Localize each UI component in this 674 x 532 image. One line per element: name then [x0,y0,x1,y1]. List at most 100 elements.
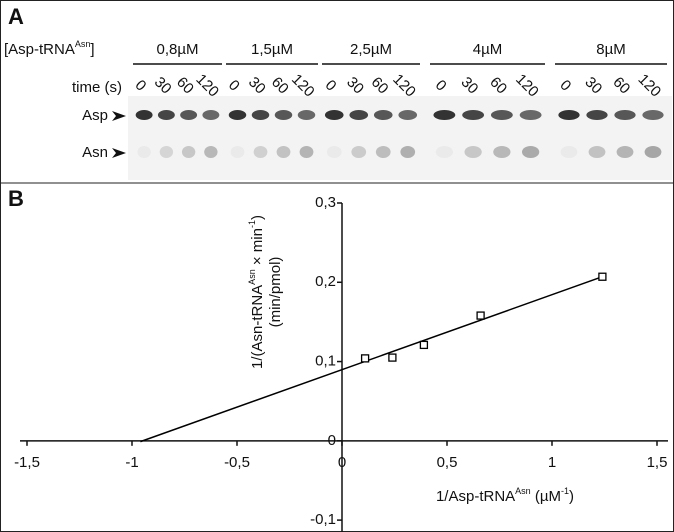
data-point [389,354,396,361]
time-label: 0 [556,77,574,95]
x-tick-label: -0,5 [224,454,250,471]
time-label: 30 [458,74,482,98]
gel-band [400,146,415,158]
gel-band [433,110,455,120]
time-label: 60 [368,74,392,98]
gel-band [136,110,153,120]
gel-band [229,110,246,120]
conc-label-part: Asn [75,39,91,49]
gel-band [520,110,542,120]
x-axis-label-part: Asn [515,486,531,496]
conc-label: 0,8µM [157,41,199,58]
y-tick-label: 0,3 [315,194,336,211]
fit-line [140,276,604,442]
x-axis-label-part: (µM [531,488,561,505]
gel-band [137,146,150,158]
gel-band [522,146,539,158]
gel-band [298,110,315,120]
gel-band [300,146,314,158]
time-label: 30 [581,74,605,98]
time-label: 30 [343,74,367,98]
data-point [362,355,369,362]
gel-background [128,96,672,180]
conc-label: 4µM [473,41,502,58]
gel-band [561,146,578,158]
gel-band [491,110,513,120]
x-tick-label: -1 [125,454,138,471]
y-tick-label: 0 [328,432,336,449]
gel-band [160,146,173,158]
gel-band [325,110,344,120]
gel-band [586,110,607,120]
band-arrow [112,111,126,121]
figure: A B time (s) [Asp-tRNAAsn]0,8µM030601201… [0,0,674,532]
y-axis-label-part: 1/(Asn-tRNA [249,285,266,369]
gel-band [275,110,292,120]
y-tick-label: 0,1 [315,353,336,370]
y-axis-label-part: (min/pmol) [267,257,284,328]
gel-band [558,110,579,120]
gel-band [252,110,269,120]
gel-band [327,146,342,158]
gel-band [462,110,484,120]
gel-band [617,146,634,158]
time-label: 60 [268,74,292,98]
time-label: 0 [322,77,340,95]
conc-label: 8µM [596,41,625,58]
band-label: Asp [82,107,108,124]
gel-band [465,146,482,158]
time-label: time (s) [72,79,122,96]
time-label: 0 [132,77,150,95]
x-axis-label: 1/Asp-tRNAAsn (µM-1) [436,486,574,505]
time-label: 0 [225,77,243,95]
y-tick-label: 0,2 [315,273,336,290]
gel-band [204,146,217,158]
gel-band [180,110,197,120]
y-axis-label-part: × min [249,228,266,269]
gel-band [158,110,175,120]
x-tick-label: 1,5 [647,454,668,471]
conc-label: 1,5µM [251,41,293,58]
gel-band [436,146,453,158]
time-label: 0 [432,77,450,95]
time-label: 60 [609,74,633,98]
x-axis-label-part: ) [569,488,574,505]
gel-band [642,110,663,120]
conc-label-part: ] [90,41,94,58]
time-label: 30 [151,74,175,98]
band-arrow [112,148,126,158]
x-axis-label-part: -1 [561,486,569,496]
y-axis-label: (min/pmol) [267,257,284,328]
gel-band [182,146,195,158]
data-point [420,341,427,348]
y-axis-label-part: Asn [247,269,257,285]
gel-band [277,146,291,158]
gel-band [374,110,393,120]
y-tick-label: -0,1 [310,511,336,528]
x-tick-label: 1 [548,454,556,471]
conc-label: [Asp-tRNAAsn] [4,39,95,58]
gel-band [645,146,662,158]
gel-band [493,146,510,158]
gel-band [589,146,606,158]
band-label: Asn [82,144,108,161]
time-label: 60 [173,74,197,98]
gel-band [351,146,366,158]
gel-band [231,146,245,158]
time-label: 30 [245,74,269,98]
gel-band [614,110,635,120]
y-axis-label: 1/(Asn-tRNAAsn × min-1) [247,215,266,369]
gel-band [349,110,368,120]
gel-band [202,110,219,120]
y-axis-label-part: ) [249,215,266,220]
data-point [477,312,484,319]
x-tick-label: 0 [338,454,346,471]
y-axis-label-part: -1 [247,220,257,228]
data-point [599,273,606,280]
panel-label: A [8,4,24,29]
gel-band [398,110,417,120]
x-tick-label: -1,5 [14,454,40,471]
x-tick-label: 0,5 [437,454,458,471]
time-label: 60 [486,74,510,98]
gel-band [254,146,268,158]
